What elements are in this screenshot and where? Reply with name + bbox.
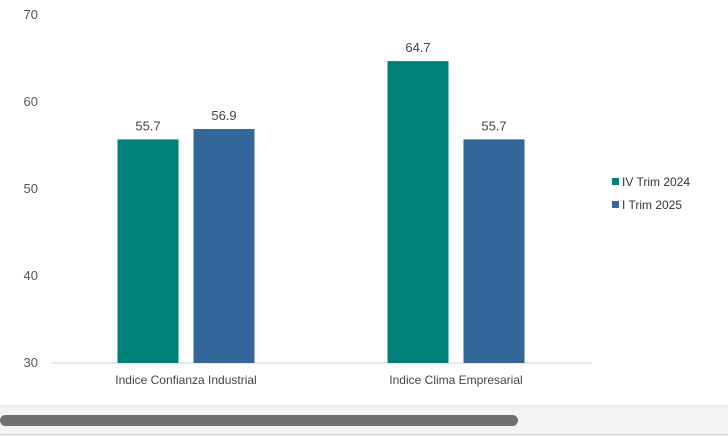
horizontal-scrollbar[interactable] xyxy=(0,405,728,436)
data-label: 56.9 xyxy=(211,108,236,123)
data-label: 55.7 xyxy=(481,118,506,133)
bars xyxy=(117,61,525,364)
bar xyxy=(463,139,525,363)
y-axis: 30 40 50 60 70 xyxy=(24,7,38,370)
divider xyxy=(0,434,728,435)
scrollbar-thumb[interactable] xyxy=(0,415,518,426)
legend-label: I Trim 2025 xyxy=(622,198,682,212)
bar-chart: 30 40 50 60 70 55.7 64.7 56.9 55.7 Indice Confi… xyxy=(24,7,691,387)
y-tick-label: 60 xyxy=(24,94,38,109)
legend-swatch xyxy=(612,178,619,185)
bar xyxy=(193,128,255,363)
data-label: 55.7 xyxy=(135,118,160,133)
y-tick-label: 50 xyxy=(24,181,38,196)
data-labels: 55.7 64.7 56.9 55.7 xyxy=(135,40,506,133)
x-category-label: Indice Clima Empresarial xyxy=(389,373,522,387)
legend-label: IV Trim 2024 xyxy=(622,175,690,189)
x-category-label: Indice Confianza Industrial xyxy=(115,373,256,387)
legend: IV Trim 2024 I Trim 2025 xyxy=(612,175,690,212)
data-label: 64.7 xyxy=(405,40,430,55)
y-tick-label: 40 xyxy=(24,268,38,283)
legend-swatch xyxy=(612,201,619,208)
bar xyxy=(117,139,179,363)
bar xyxy=(387,61,449,364)
x-axis-categories: Indice Confianza Industrial Indice Clima … xyxy=(115,373,522,387)
y-tick-label: 30 xyxy=(24,355,38,370)
y-tick-label: 70 xyxy=(24,7,38,22)
